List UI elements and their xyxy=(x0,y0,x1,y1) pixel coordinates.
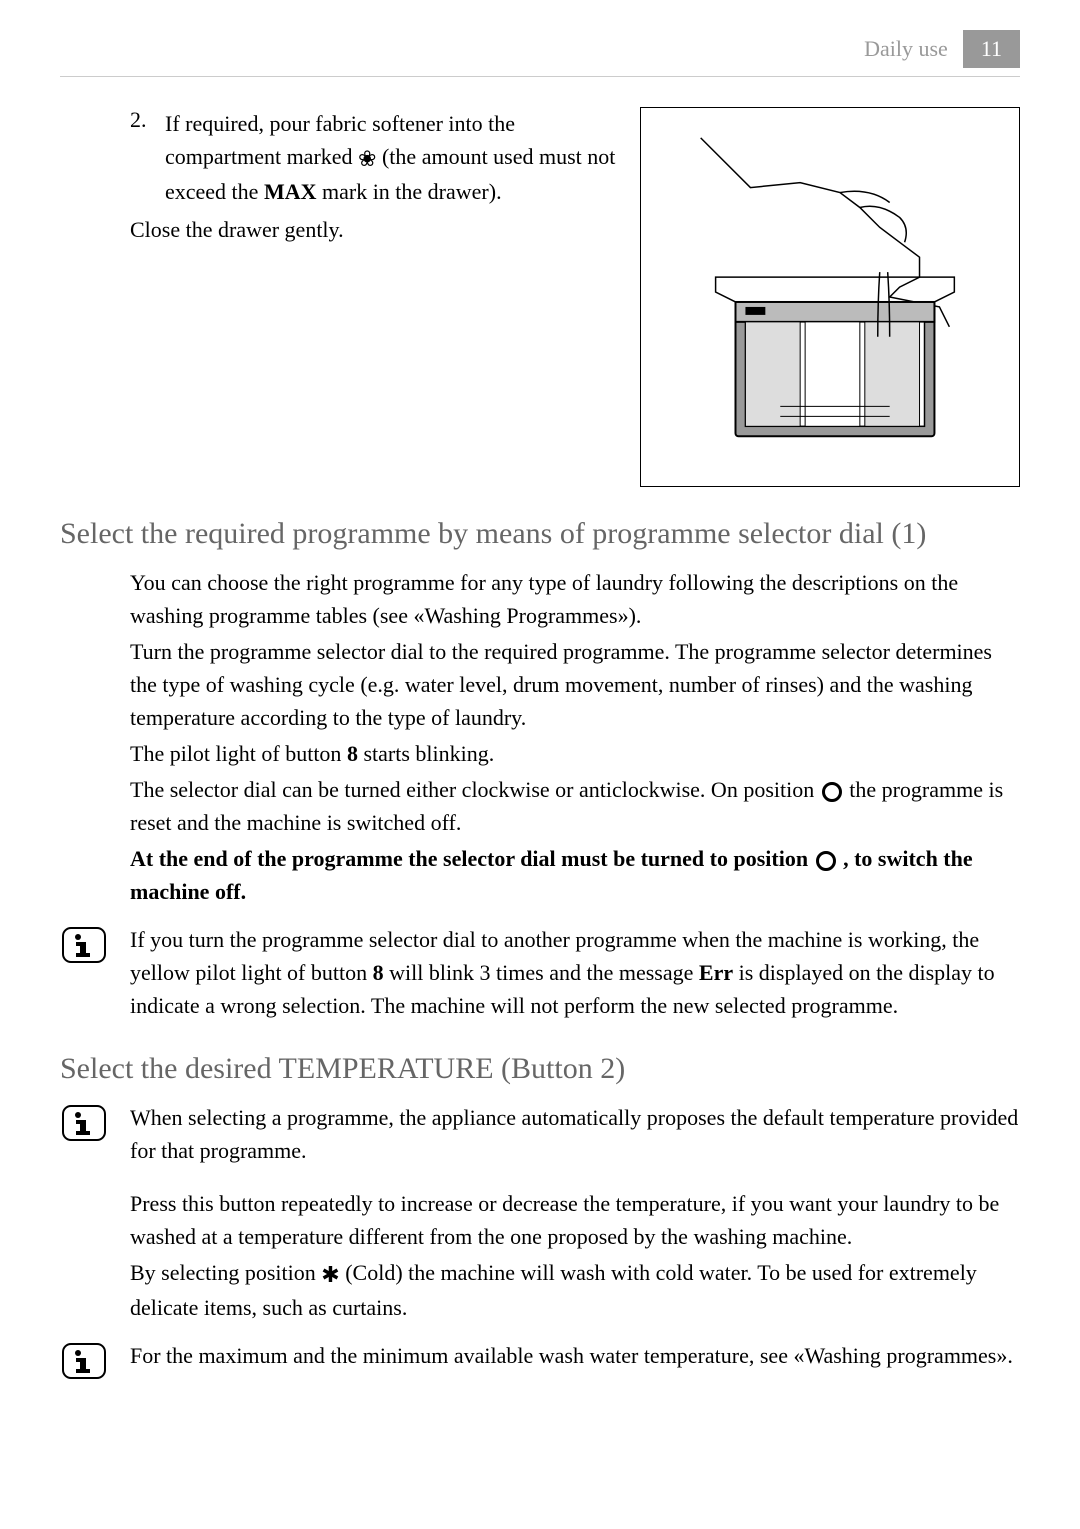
info-block-1: If you turn the programme selector dial … xyxy=(130,923,1020,1022)
section1-p2: Turn the programme selector dial to the … xyxy=(130,635,1020,734)
step-item-2: 2. If required, pour fabric softener int… xyxy=(130,107,625,208)
main-content: 2. If required, pour fabric softener int… xyxy=(130,107,1020,1372)
section2-p1: Press this button repeatedly to increase… xyxy=(130,1187,1020,1253)
step-text-column: 2. If required, pour fabric softener int… xyxy=(130,107,625,487)
info-text-2: When selecting a programme, the applianc… xyxy=(130,1101,1020,1167)
step-number: 2. xyxy=(130,107,150,208)
step-text: If required, pour fabric softener into t… xyxy=(165,107,625,208)
section-heading-2: Select the desired TEMPERATURE (Button 2… xyxy=(60,1052,1020,1086)
section1-p4: The selector dial can be turned either c… xyxy=(130,773,1020,839)
circle-icon xyxy=(822,782,842,802)
section1-p1: You can choose the right programme for a… xyxy=(130,566,1020,632)
drawer-illustration xyxy=(640,107,1020,487)
section1-p3: The pilot light of button 8 starts blink… xyxy=(130,737,1020,770)
section1-p5: At the end of the programme the selector… xyxy=(130,842,1020,908)
section2-p2: By selecting position ✱ (Cold) the machi… xyxy=(130,1256,1020,1324)
drawer-svg xyxy=(641,108,1019,486)
info-icon xyxy=(60,1103,108,1143)
info-block-2: When selecting a programme, the applianc… xyxy=(130,1101,1020,1167)
section-heading-1: Select the required programme by means o… xyxy=(60,517,1020,551)
step-close-text: Close the drawer gently. xyxy=(130,213,625,246)
page-number-badge: 11 xyxy=(963,30,1020,68)
info-icon xyxy=(60,925,108,965)
info-icon xyxy=(60,1341,108,1381)
circle-icon xyxy=(816,851,836,871)
info-text-3: For the maximum and the minimum availabl… xyxy=(130,1339,1020,1372)
header-section-label: Daily use xyxy=(864,36,948,62)
page-header: Daily use 11 xyxy=(60,30,1020,77)
snowflake-icon: ✱ xyxy=(321,1258,339,1291)
flower-icon: ❀ xyxy=(358,142,376,175)
info-text-1: If you turn the programme selector dial … xyxy=(130,923,1020,1022)
info-block-3: For the maximum and the minimum availabl… xyxy=(130,1339,1020,1372)
step-row: 2. If required, pour fabric softener int… xyxy=(130,107,1020,487)
